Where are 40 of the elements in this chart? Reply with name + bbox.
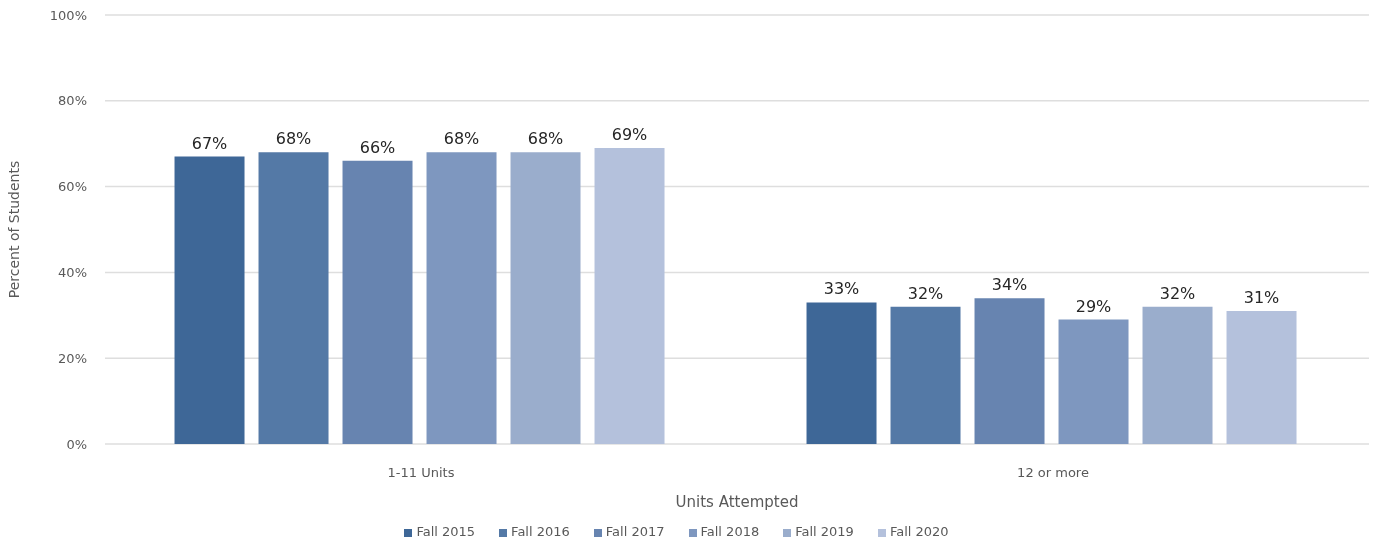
data-label: 34% — [991, 275, 1028, 295]
data-label: 68% — [527, 129, 564, 149]
x-tick-label: 12 or more — [1017, 465, 1089, 481]
y-tick-label: 20% — [58, 350, 87, 366]
bar — [1058, 319, 1129, 444]
bar — [510, 152, 581, 444]
data-label: 66% — [359, 137, 396, 157]
data-label: 32% — [907, 283, 944, 303]
legend-label: Fall 2016 — [511, 524, 570, 539]
bar — [1142, 306, 1213, 444]
y-axis-title: Percent of Students — [5, 160, 22, 299]
bar — [258, 152, 329, 444]
bar — [806, 302, 877, 444]
legend-label: Fall 2017 — [605, 524, 665, 539]
y-tick-label: 80% — [58, 93, 87, 109]
data-label: 69% — [611, 124, 648, 144]
y-tick-label: 100% — [49, 7, 87, 23]
data-label: 33% — [823, 279, 860, 299]
legend-label: Fall 2019 — [795, 524, 854, 539]
bar — [426, 152, 497, 444]
bar — [974, 298, 1045, 444]
data-label: 31% — [1243, 288, 1280, 308]
bar — [174, 156, 245, 444]
bar — [342, 160, 413, 444]
y-tick-label: 60% — [58, 179, 87, 195]
bar — [1226, 311, 1297, 444]
data-label: 68% — [443, 129, 480, 149]
bar — [890, 306, 961, 444]
data-label: 29% — [1075, 296, 1112, 316]
legend-label: Fall 2015 — [416, 524, 476, 539]
legend-label: Fall 2018 — [700, 524, 760, 539]
data-label: 67% — [191, 133, 228, 153]
data-label: 68% — [275, 129, 312, 149]
data-label: 32% — [1159, 283, 1196, 303]
x-axis-title: Units Attempted — [675, 492, 799, 511]
legend-label: Fall 2020 — [889, 524, 949, 539]
x-tick-label: 1-11 Units — [387, 465, 455, 481]
y-tick-label: 0% — [66, 436, 87, 452]
bar — [594, 147, 665, 444]
y-tick-label: 40% — [58, 265, 87, 281]
